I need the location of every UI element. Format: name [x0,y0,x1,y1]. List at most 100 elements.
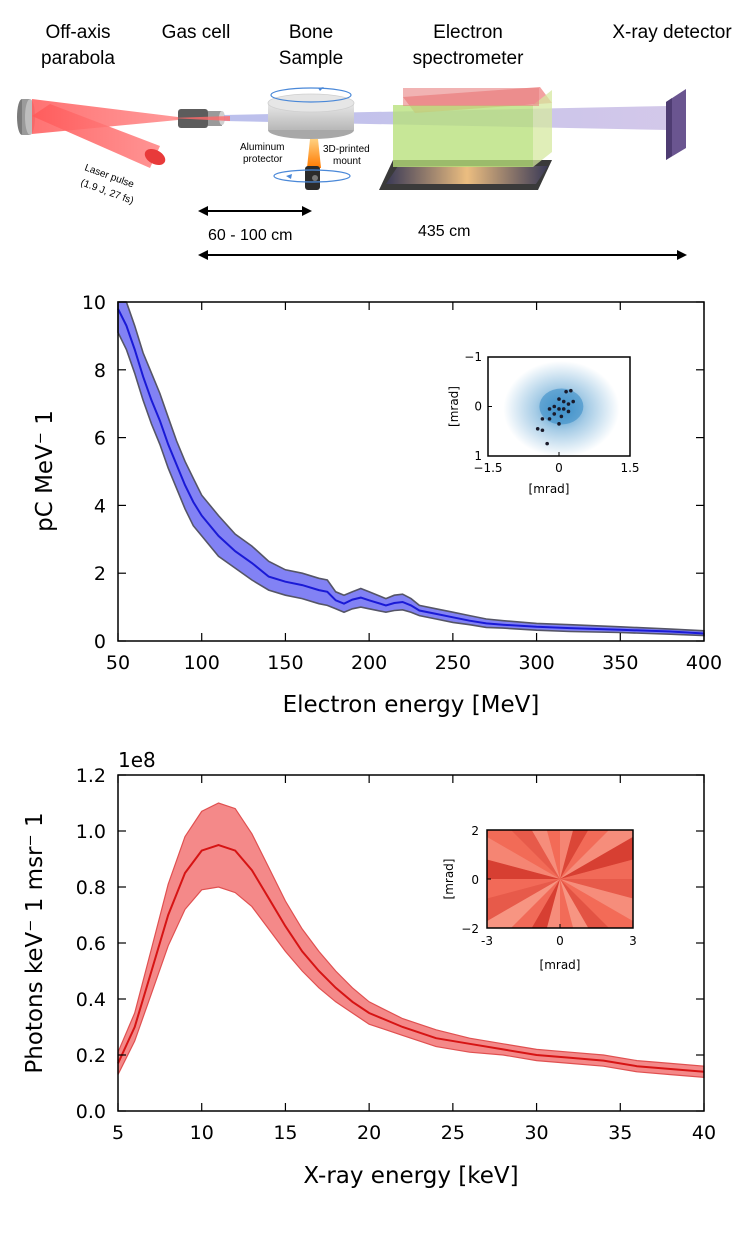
label-gas-cell: Gas cell [162,22,231,43]
x-tick-label: 300 [518,652,554,674]
y-tick-label: 2 [94,563,106,585]
x-tick-label: 20 [357,1122,381,1144]
xray-inset-wedge [560,830,589,879]
label-spectrometer-line1: Electron [433,22,503,43]
laser-beam [32,99,178,168]
xray-inset-wedge [531,879,560,928]
xray-y-axis-label: Photons keV⁻ 1 msr⁻ 1 [22,812,48,1073]
y-tick-label: 10 [82,292,106,314]
x-tick-label: 100 [184,652,220,674]
xray-inset-wedge [560,879,589,928]
label-mount-line1: 3D-printed [323,144,370,155]
electron-inset-x-tick-label: −1.5 [473,461,502,475]
y-tick-label: 0 [94,631,106,653]
y-tick-label: 8 [94,360,106,382]
electron-pointing-point [566,402,571,406]
electron-x-axis-label: Electron energy [MeV] [283,692,540,718]
electron-pointing-point [535,426,540,431]
xray-inset-y-tick-label: −2 [461,922,479,936]
electron-pointing-point [564,389,568,394]
xray-inset-wedge [560,830,633,879]
label-distance-short: 60 - 100 cm [208,227,292,244]
label-bone-line2: Sample [279,48,343,69]
electron-pointing-point [547,407,552,411]
x-tick-label: 15 [273,1122,297,1144]
bone-sample [267,87,355,139]
xray-inset-wedge [560,830,574,879]
y-tick-label: 0.6 [76,933,106,955]
printed-mount [273,139,351,190]
xray-inset-wedge [560,879,574,928]
electron-pointing-point [557,397,561,401]
label-mount-line2: mount [333,156,361,167]
xray-inset-x-tick-label: 3 [629,934,637,948]
x-tick-label: 40 [692,1122,716,1144]
distance-arrows [198,206,687,260]
xray-inset-wedge [511,830,560,879]
xray-inset-wedge [546,879,560,928]
y-tick-label: 1.0 [76,821,106,843]
setup-diagram: Off-axis parabola Gas cell Bone Sample E… [17,22,732,260]
xray-inset-wedge [560,879,633,928]
xray-inset-x-tick-label: -3 [481,934,493,948]
x-tick-label: 150 [267,652,303,674]
xray-x-ticks: 5 10 15 20 25 30 35 40 [112,775,716,1144]
y-tick-label: 6 [94,428,106,450]
x-tick-label: 50 [106,652,130,674]
electron-y-axis-label: pC MeV⁻ 1 [32,410,58,532]
xray-inset-wedge [531,830,560,879]
xray-inset-y-label: [mrad] [442,859,456,900]
diagram-labels: Off-axis parabola Gas cell Bone Sample E… [41,22,732,69]
electron-pointing-point [566,409,571,414]
electron-pointing-point [571,399,575,404]
label-parabola-line1: Off-axis [45,22,110,43]
label-aluminum-line1: Aluminum [240,142,284,153]
electron-spectrometer [379,87,552,190]
xray-mean-line [117,843,705,1073]
xray-spectrum-chart: 5 10 15 20 25 30 35 40 0.00.20.40.60.81.01.2 1e… [22,748,716,1189]
electron-pointing-point [561,399,566,404]
electron-plot-frame [117,301,705,642]
electron-inset-y-tick-label: 0 [474,400,482,414]
electron-pointing-point [540,428,545,433]
electron-pointing-point [557,407,561,411]
xray-inset-wedges [487,830,633,928]
label-aluminum-line2: protector [243,154,283,165]
xray-x-axis-label: X-ray energy [keV] [303,1163,518,1189]
electron-x-ticks: 50 100 150 200 250 300 350 400 [106,302,722,674]
electron-pointing-point [547,417,552,421]
y-tick-label: 0.4 [76,989,106,1011]
label-bone-line1: Bone [289,22,333,43]
xray-inset-y-tick-label: 2 [471,824,479,838]
electron-pointing-point [552,404,557,409]
electron-inset-y-tick-label: 1 [474,449,482,463]
xray-inset-x-tick-label: 0 [556,934,564,948]
electron-pointing-point [557,422,561,426]
xray-inset-wedge [546,830,560,879]
electron-inset-x-tick-label: 0 [555,461,563,475]
x-tick-label: 200 [351,652,387,674]
electron-beam-core [539,388,584,425]
x-tick-label: 350 [602,652,638,674]
electron-pointing-point [561,407,566,411]
electron-inset: −1.5 0 1.5 −1 0 1 [mrad] [mrad] [447,350,640,496]
label-spectrometer-line2: spectrometer [413,48,525,69]
electron-inset-x-tick-label: 1.5 [620,461,639,475]
label-parabola-line2: parabola [41,48,115,69]
xray-inset: -3 0 3 2 0 −2 [mrad] [mrad] [442,824,637,972]
x-tick-label: 10 [190,1122,214,1144]
label-xray-detector: X-ray detector [612,22,732,43]
electron-pointing-point [552,412,557,416]
xray-scale-label: 1e8 [118,748,156,772]
xray-inset-y-tick-label: 0 [471,873,479,887]
electron-inset-y-tick-label: −1 [464,350,482,364]
electron-pointing-point [545,441,549,446]
x-tick-label: 25 [441,1122,465,1144]
y-tick-label: 0.0 [76,1101,106,1123]
x-tick-label: 400 [686,652,722,674]
x-tick-label: 5 [112,1122,124,1144]
xray-inset-wedge [560,830,609,879]
xray-y-ticks: 0.0 0.2 0.4 0.6 0.8 1.0 1.2 [76,765,704,1123]
